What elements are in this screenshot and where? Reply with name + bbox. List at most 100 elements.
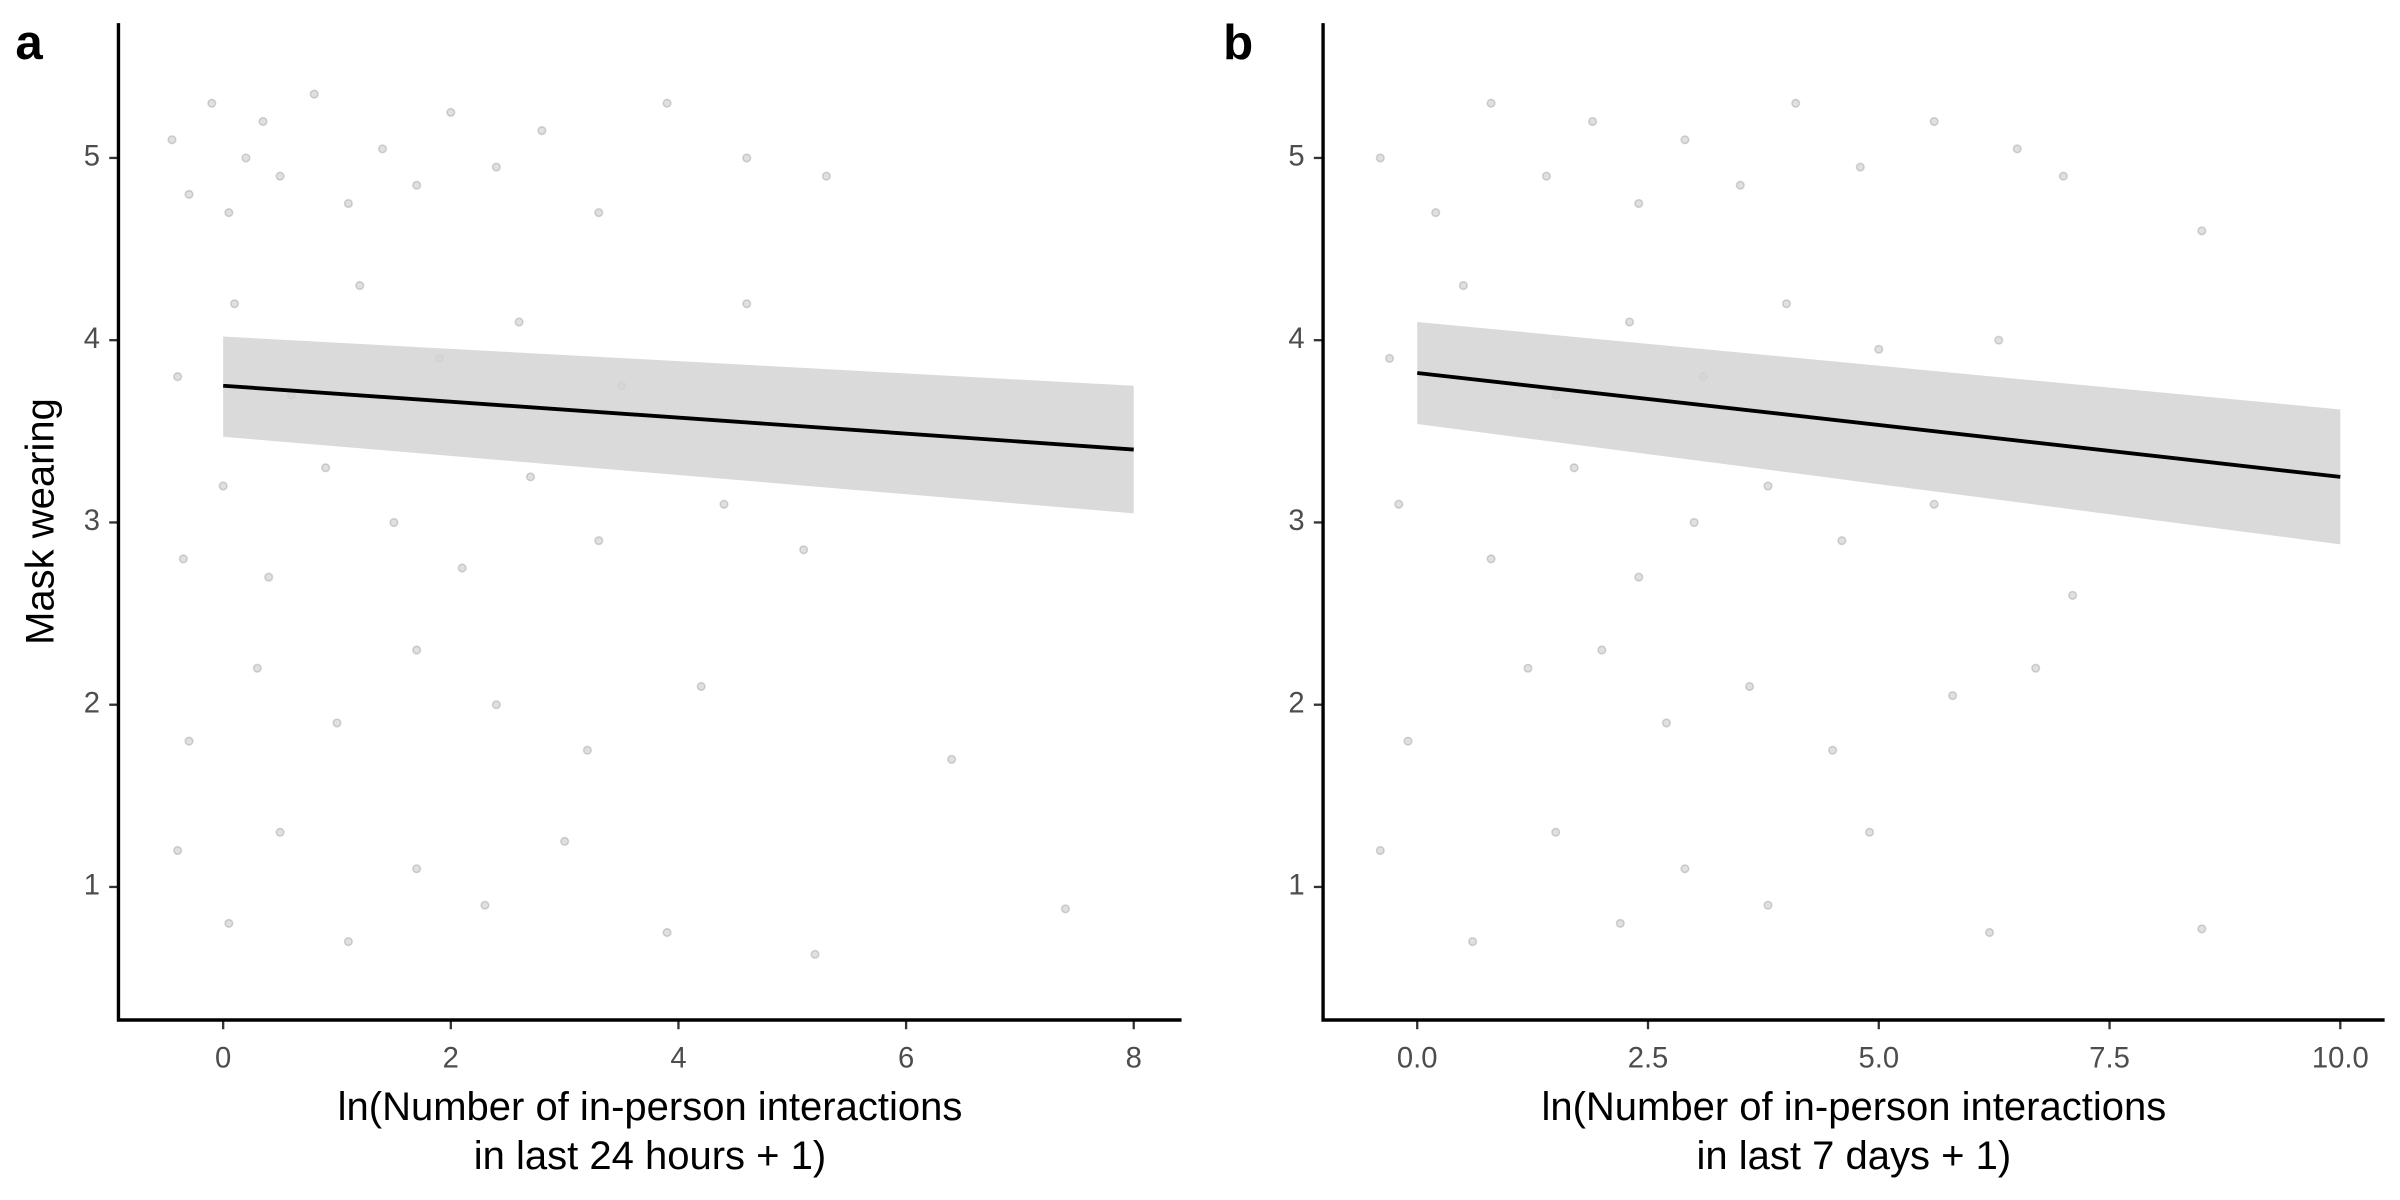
point bbox=[241, 153, 251, 163]
point bbox=[1634, 572, 1644, 582]
point bbox=[1855, 162, 1865, 172]
point bbox=[1929, 499, 1939, 509]
point bbox=[258, 116, 268, 127]
point bbox=[1864, 827, 1875, 837]
y-tick-label: 2 bbox=[1288, 687, 1304, 719]
axis-line bbox=[1321, 23, 2385, 1022]
point bbox=[480, 900, 490, 910]
x-axis-label: in last 24 hours + 1) bbox=[474, 1134, 826, 1178]
point bbox=[1763, 481, 1773, 491]
point bbox=[1523, 663, 1533, 673]
point bbox=[252, 663, 262, 673]
point bbox=[309, 89, 319, 99]
point bbox=[594, 536, 604, 546]
point bbox=[1486, 98, 1496, 108]
y-tick-label: 4 bbox=[84, 323, 100, 355]
point bbox=[2197, 924, 2207, 934]
point bbox=[1744, 681, 1755, 692]
point bbox=[343, 198, 353, 209]
point bbox=[1403, 736, 1413, 746]
y-tick-label: 2 bbox=[84, 687, 100, 719]
point bbox=[2031, 663, 2041, 673]
point bbox=[1486, 554, 1496, 564]
point bbox=[1763, 900, 1773, 910]
point bbox=[320, 463, 331, 473]
point bbox=[582, 745, 593, 755]
point bbox=[537, 125, 547, 136]
x-tick-label: 4 bbox=[670, 1043, 686, 1075]
point bbox=[218, 481, 228, 491]
point bbox=[742, 299, 752, 309]
point bbox=[275, 827, 285, 837]
point bbox=[810, 949, 820, 960]
point bbox=[1661, 718, 1672, 728]
point bbox=[1947, 690, 1958, 701]
point bbox=[1680, 864, 1690, 874]
confidence-band bbox=[223, 336, 1134, 514]
point bbox=[1615, 918, 1625, 929]
y-tick-label: 1 bbox=[1288, 870, 1304, 902]
point bbox=[1458, 280, 1469, 291]
point bbox=[560, 836, 570, 847]
x-axis-label: ln(Number of in-person interactions bbox=[338, 1085, 963, 1129]
fit-line bbox=[1417, 371, 2341, 479]
point bbox=[1551, 827, 1561, 837]
point bbox=[377, 144, 388, 154]
point bbox=[1634, 198, 1644, 209]
point bbox=[1375, 153, 1385, 163]
x-tick-label: 2.5 bbox=[1628, 1043, 1669, 1075]
point bbox=[1468, 937, 1478, 947]
point bbox=[412, 180, 422, 190]
point bbox=[1060, 904, 1071, 914]
point bbox=[1827, 745, 1838, 755]
point bbox=[662, 98, 672, 108]
point bbox=[696, 681, 706, 692]
x-tick-label: 8 bbox=[1126, 1043, 1142, 1075]
point bbox=[173, 845, 183, 856]
point bbox=[332, 718, 342, 728]
point bbox=[1541, 171, 1552, 181]
point bbox=[491, 700, 501, 710]
point bbox=[2067, 590, 2078, 600]
point bbox=[275, 171, 285, 181]
point bbox=[1791, 98, 1801, 108]
point bbox=[2058, 171, 2068, 181]
x-tick-label: 5.0 bbox=[1858, 1043, 1899, 1075]
point bbox=[412, 645, 422, 655]
point bbox=[1874, 344, 1884, 354]
y-tick-label: 3 bbox=[84, 505, 100, 537]
point bbox=[1929, 116, 1939, 127]
y-tick-label: 1 bbox=[84, 870, 100, 902]
point bbox=[173, 372, 183, 382]
point bbox=[1781, 299, 1792, 309]
panel-label: b bbox=[1223, 15, 1253, 70]
fit-line bbox=[223, 383, 1134, 452]
point bbox=[343, 937, 353, 947]
point bbox=[594, 208, 604, 218]
point bbox=[1837, 536, 1847, 546]
point bbox=[799, 545, 809, 555]
point bbox=[742, 153, 752, 163]
point bbox=[1375, 845, 1385, 856]
point bbox=[525, 472, 536, 482]
point bbox=[719, 499, 729, 509]
point bbox=[1569, 463, 1579, 473]
point bbox=[514, 317, 524, 327]
point bbox=[224, 918, 234, 929]
x-axis-label: ln(Number of in-person interactions bbox=[1541, 1085, 2166, 1129]
x-tick-label: 0.0 bbox=[1397, 1043, 1438, 1075]
x-tick-label: 2 bbox=[443, 1043, 459, 1075]
y-tick-label: 5 bbox=[1288, 141, 1304, 173]
point bbox=[662, 927, 672, 938]
point bbox=[1597, 645, 1607, 655]
confidence-band bbox=[1417, 321, 2341, 545]
x-axis-label: in last 7 days + 1) bbox=[1697, 1134, 2012, 1178]
point bbox=[491, 162, 501, 172]
point bbox=[229, 299, 240, 309]
point bbox=[1680, 135, 1690, 145]
point bbox=[207, 98, 217, 108]
point bbox=[1384, 353, 1395, 364]
